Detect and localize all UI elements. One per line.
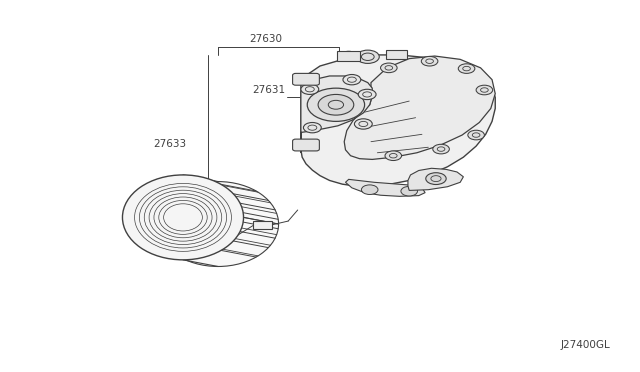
Text: 27630: 27630 — [250, 34, 282, 44]
Text: 27631: 27631 — [252, 85, 285, 95]
Circle shape — [318, 94, 354, 115]
Circle shape — [303, 122, 321, 133]
Polygon shape — [301, 76, 372, 153]
Circle shape — [301, 84, 319, 94]
Circle shape — [401, 186, 417, 196]
Polygon shape — [346, 179, 425, 196]
Circle shape — [358, 89, 376, 100]
Circle shape — [307, 88, 365, 121]
Circle shape — [421, 57, 438, 66]
Circle shape — [343, 74, 361, 85]
Circle shape — [196, 188, 232, 209]
Circle shape — [196, 226, 232, 247]
Circle shape — [468, 130, 484, 140]
Bar — [337, 51, 360, 61]
Circle shape — [476, 85, 493, 95]
Circle shape — [356, 50, 380, 63]
Circle shape — [433, 144, 449, 154]
Polygon shape — [301, 55, 495, 186]
Circle shape — [458, 64, 475, 73]
Circle shape — [164, 206, 202, 228]
Circle shape — [426, 173, 446, 185]
FancyBboxPatch shape — [292, 139, 319, 151]
Circle shape — [381, 63, 397, 73]
Circle shape — [390, 51, 403, 59]
Ellipse shape — [157, 182, 278, 266]
Circle shape — [385, 151, 401, 161]
Text: J27400GL: J27400GL — [560, 340, 610, 350]
Circle shape — [340, 51, 357, 61]
Circle shape — [355, 119, 372, 129]
Ellipse shape — [122, 175, 244, 260]
Bar — [253, 221, 272, 229]
Polygon shape — [408, 168, 463, 190]
Polygon shape — [344, 56, 495, 160]
Circle shape — [362, 185, 378, 195]
FancyBboxPatch shape — [292, 73, 319, 85]
Circle shape — [136, 207, 172, 228]
Bar — [387, 50, 406, 60]
Text: 27633: 27633 — [153, 138, 186, 148]
